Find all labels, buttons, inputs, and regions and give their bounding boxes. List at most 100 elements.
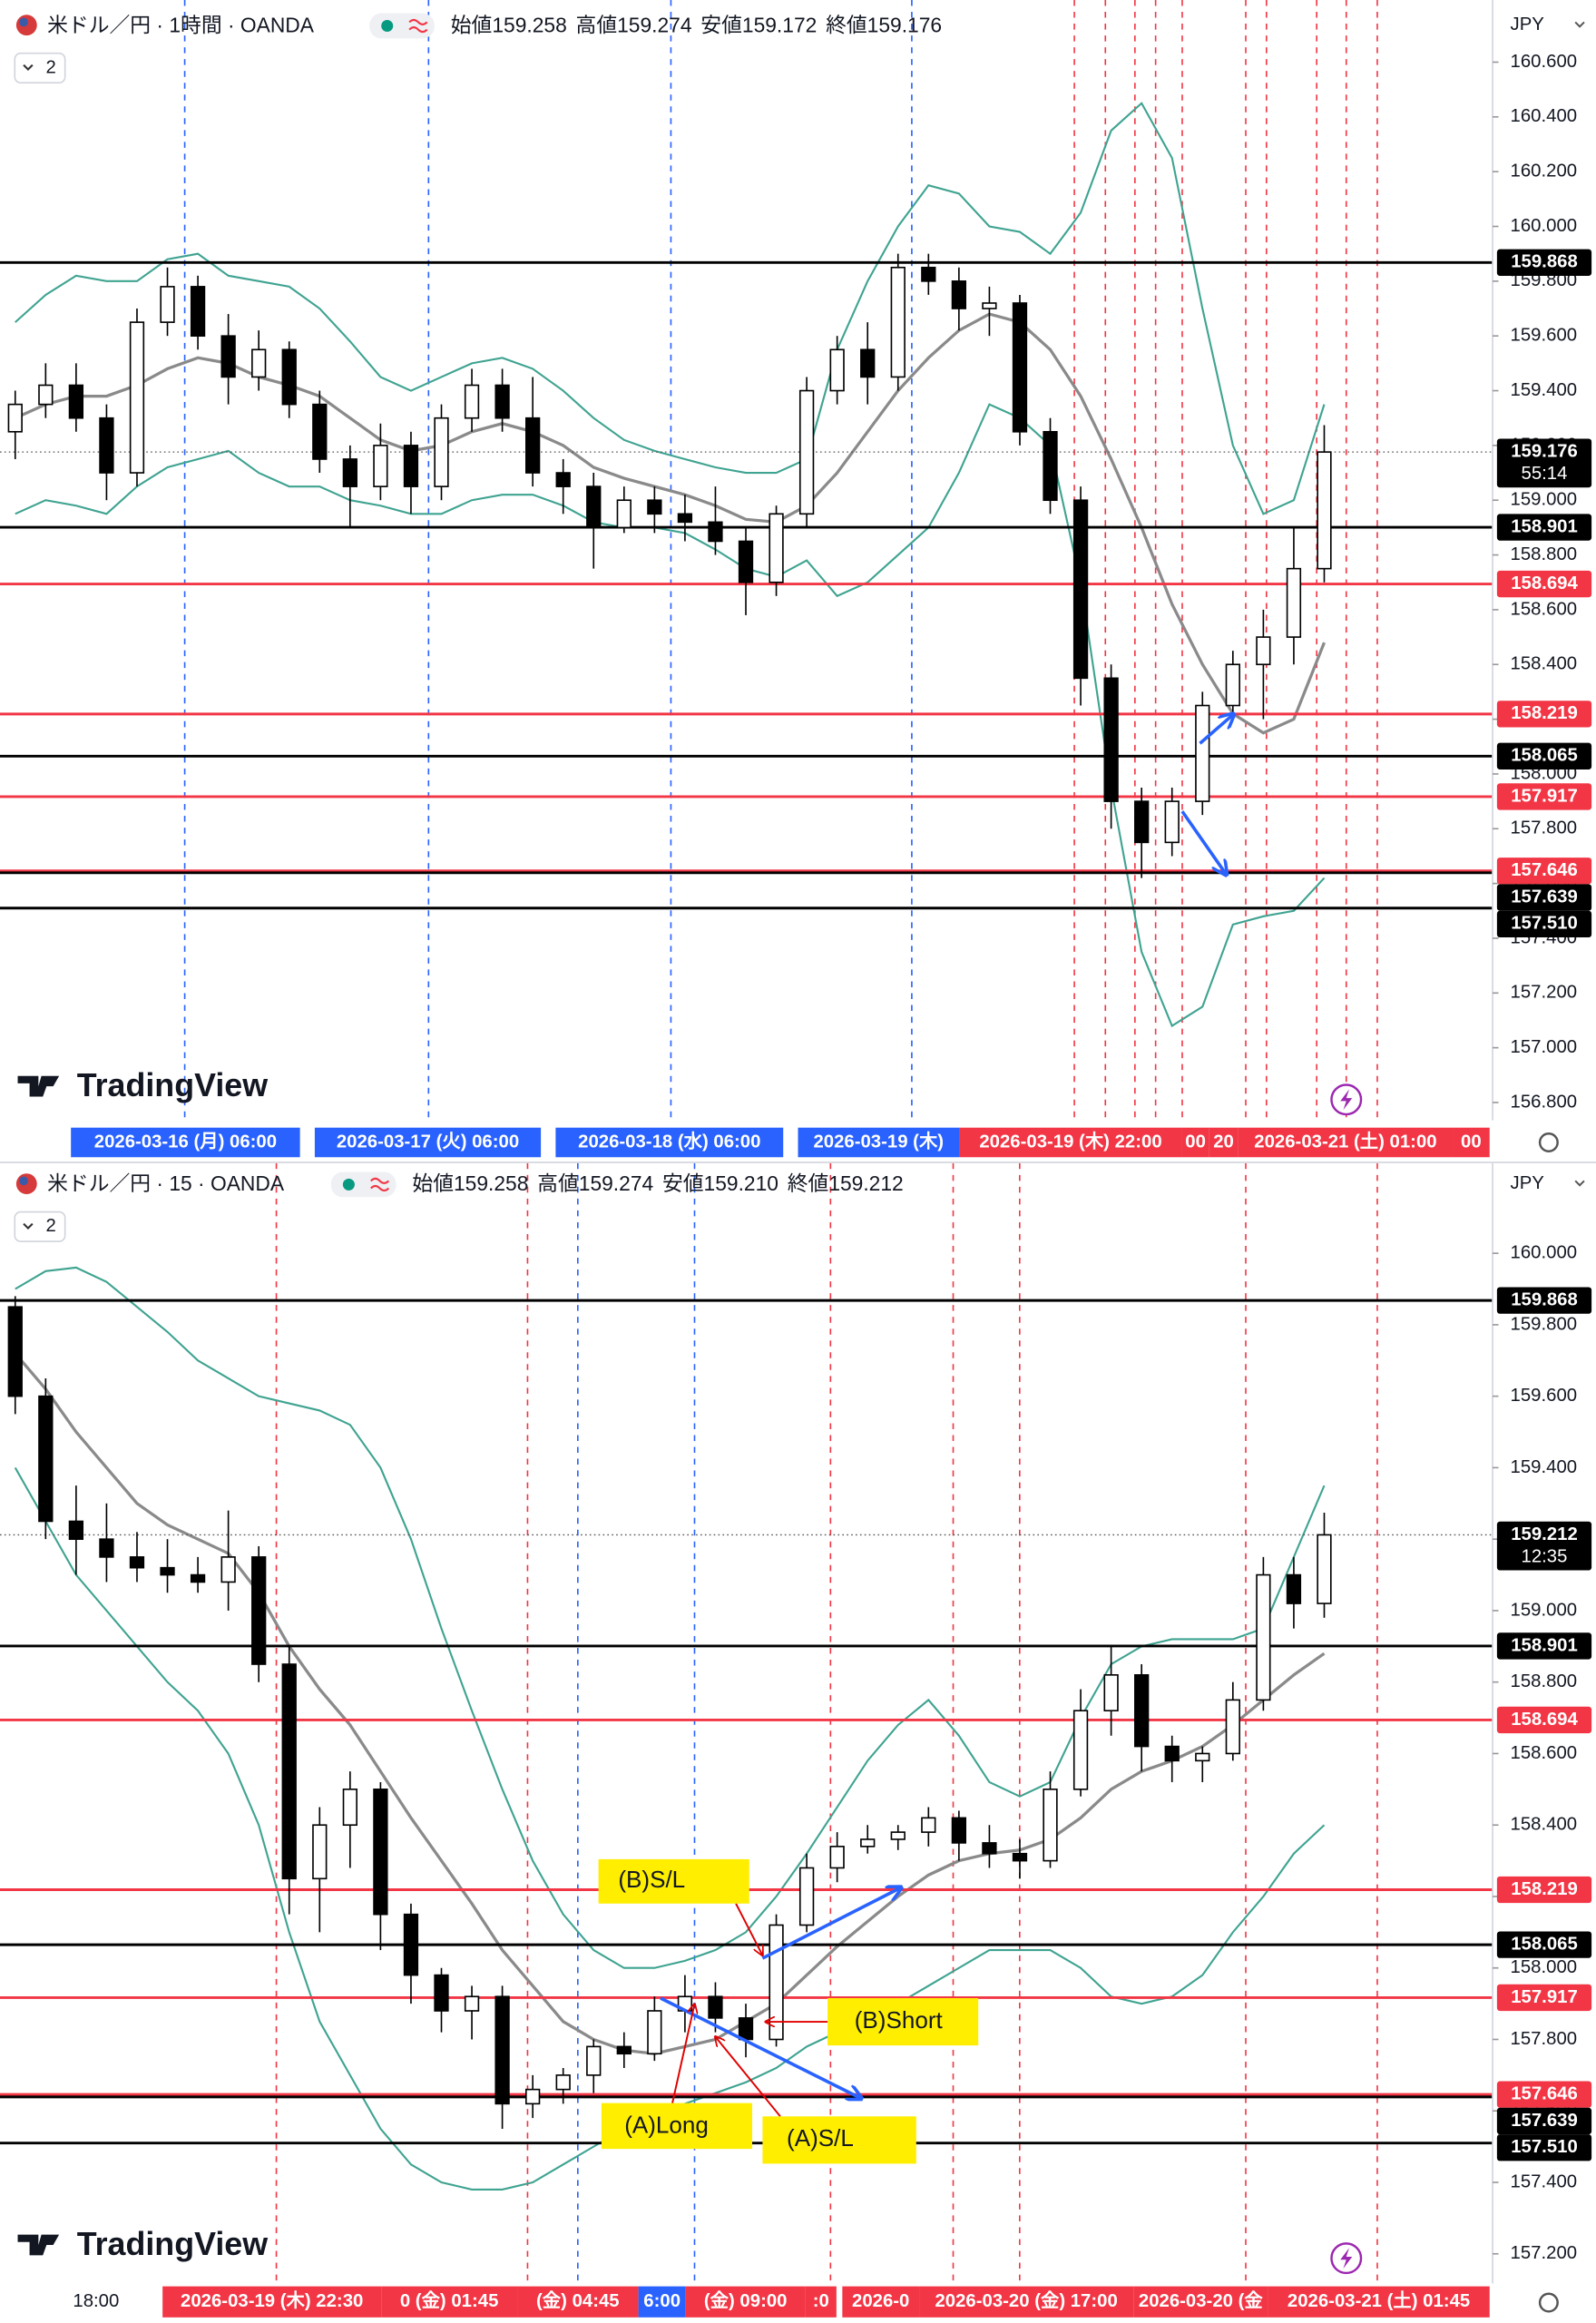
candle-body — [677, 513, 693, 524]
candle-body — [373, 1789, 388, 1916]
currency-button[interactable]: JPY — [1511, 1173, 1585, 1193]
time-label-box — [162, 2286, 382, 2318]
candle-body — [434, 417, 449, 487]
gear[interactable] — [1538, 1132, 1559, 1152]
candle-body — [1195, 704, 1210, 802]
candle-body — [342, 458, 357, 487]
indicator-count[interactable]: 2 — [45, 1216, 55, 1236]
candle-body — [1286, 1573, 1302, 1604]
level-label-box — [1496, 742, 1592, 769]
candle-body — [190, 286, 206, 338]
indicator-toggle[interactable]: 2 — [14, 1211, 66, 1242]
y-tick-label: 159.400 — [1511, 1457, 1578, 1477]
time-label: 2026-03-21 (土) 01:45 — [1288, 2290, 1470, 2311]
symbol-icon — [19, 1176, 28, 1186]
alert-icon[interactable] — [1330, 1083, 1363, 2275]
ohlc-label: 終値 — [826, 13, 867, 36]
y-tick-label: 158.600 — [1511, 599, 1578, 619]
candle-body — [860, 1838, 876, 1848]
candle-body — [1012, 1852, 1028, 1862]
toggle-box[interactable] — [14, 1211, 66, 1242]
price-scale: 157.200157.400157.600157.800158.000158.2… — [1492, 1243, 1592, 2263]
level-label: 159.868 — [1511, 1289, 1578, 1309]
candle-body — [829, 1846, 845, 1869]
currency[interactable]: JPY — [1511, 15, 1545, 34]
candle-body — [403, 1913, 419, 1976]
watermark-text: TradingView — [77, 2226, 269, 2262]
candle-body — [798, 389, 815, 515]
level-label-box — [1496, 1876, 1592, 1904]
ohlc-value: 159.212 — [828, 1171, 903, 1195]
indicator-toggle[interactable]: 2 — [14, 52, 66, 84]
y-tick-label: 158.000 — [1511, 1957, 1578, 1977]
status-icon — [370, 1177, 390, 1191]
candle-body — [1317, 451, 1332, 570]
annotations: (B)S/L (B)Short (A)Long (A)S/L — [598, 1858, 979, 2164]
candle-body — [251, 1556, 267, 1665]
chart-header: 米ドル／円 · 15 · OANDA 始値159.258 高値159.274 安値1… — [14, 1171, 1585, 1242]
y-tick-label: 157.200 — [1511, 2243, 1578, 2263]
countdown: 12:35 — [1522, 1546, 1568, 1566]
ohlc-label: 高値 — [576, 13, 618, 36]
currency[interactable]: JPY — [1511, 1173, 1545, 1193]
ohlc: 始値159.258 高値159.274 安値159.210 終値159.212 — [412, 1171, 903, 1195]
time-label: 2026-03-16 (月) 06:00 — [94, 1132, 277, 1152]
level-label-box — [1496, 783, 1592, 810]
time-label: 2026-03-18 (水) 06:00 — [578, 1131, 760, 1152]
symbol-icon — [19, 17, 28, 27]
ohlc: 始値159.258 高値159.274 安値159.172 終値159.176 — [451, 13, 942, 36]
time-scale: 18:00 2026-03-19 (木) 22:30 0 (金) 01:45 (金) … — [66, 2286, 1490, 2318]
status-dot — [342, 1178, 355, 1191]
level-label-box — [1496, 570, 1592, 598]
level-label-box — [1496, 2081, 1592, 2108]
level-label: 158.901 — [1511, 516, 1578, 536]
toggle-box[interactable] — [14, 52, 66, 84]
chevron — [23, 64, 34, 72]
time-label-box — [555, 1127, 784, 1158]
candle-body — [312, 1824, 328, 1880]
candle-body — [281, 348, 297, 406]
watermark: TradingView — [17, 2226, 269, 2262]
candle-body — [525, 2088, 541, 2105]
time-label: 2026-03-19 (木) 22:30 — [181, 2289, 363, 2311]
candle-body — [1103, 1674, 1119, 1712]
logo — [17, 2234, 60, 2256]
currency-button[interactable]: JPY — [1511, 15, 1585, 34]
indicator-count[interactable]: 2 — [45, 57, 55, 77]
candle-body — [1286, 567, 1302, 638]
last-price-box — [1496, 1521, 1592, 1571]
y-tick-label: 158.600 — [1511, 1743, 1578, 1763]
candle-body — [129, 1556, 145, 1569]
annotation-box — [601, 2102, 753, 2150]
time-label-box — [71, 1127, 300, 1158]
candle-body — [829, 348, 845, 392]
time-label: 18:00 — [73, 2291, 119, 2311]
candle-body — [555, 2074, 571, 2091]
candle-body — [464, 384, 480, 419]
symbol-title: 米ドル／円 · 15 · OANDA — [47, 1171, 285, 1195]
settings-icon[interactable] — [1538, 1132, 1559, 2313]
candle-body — [160, 286, 175, 323]
candle-body — [921, 266, 936, 282]
candle-body — [68, 384, 84, 419]
y-tick-label: 157.200 — [1511, 983, 1578, 1003]
time-label-box — [805, 2286, 837, 2318]
y-tick-label: 160.600 — [1511, 52, 1578, 72]
chevron — [23, 1222, 34, 1230]
level-label: 157.510 — [1511, 914, 1578, 934]
candle-body — [38, 1395, 54, 1523]
y-tick-label: 158.800 — [1511, 544, 1578, 564]
level-label-box — [1496, 1287, 1592, 1314]
candle-body — [160, 1566, 175, 1576]
candle-body — [1164, 1745, 1180, 1762]
candle-body — [99, 417, 114, 474]
price-scale: 156.800157.000157.200157.400157.600157.8… — [1492, 52, 1592, 1112]
level-label-box — [1496, 2107, 1592, 2135]
time-label: 00 — [1185, 1132, 1206, 1152]
gear[interactable] — [1538, 2292, 1559, 2313]
candle-body — [281, 1663, 297, 1880]
time-label: 0 (金) 01:45 — [400, 2289, 499, 2311]
annotation: (B)S/L — [618, 1866, 685, 1893]
level-label-box — [1496, 1706, 1592, 1734]
time-label-box — [66, 2286, 126, 2318]
